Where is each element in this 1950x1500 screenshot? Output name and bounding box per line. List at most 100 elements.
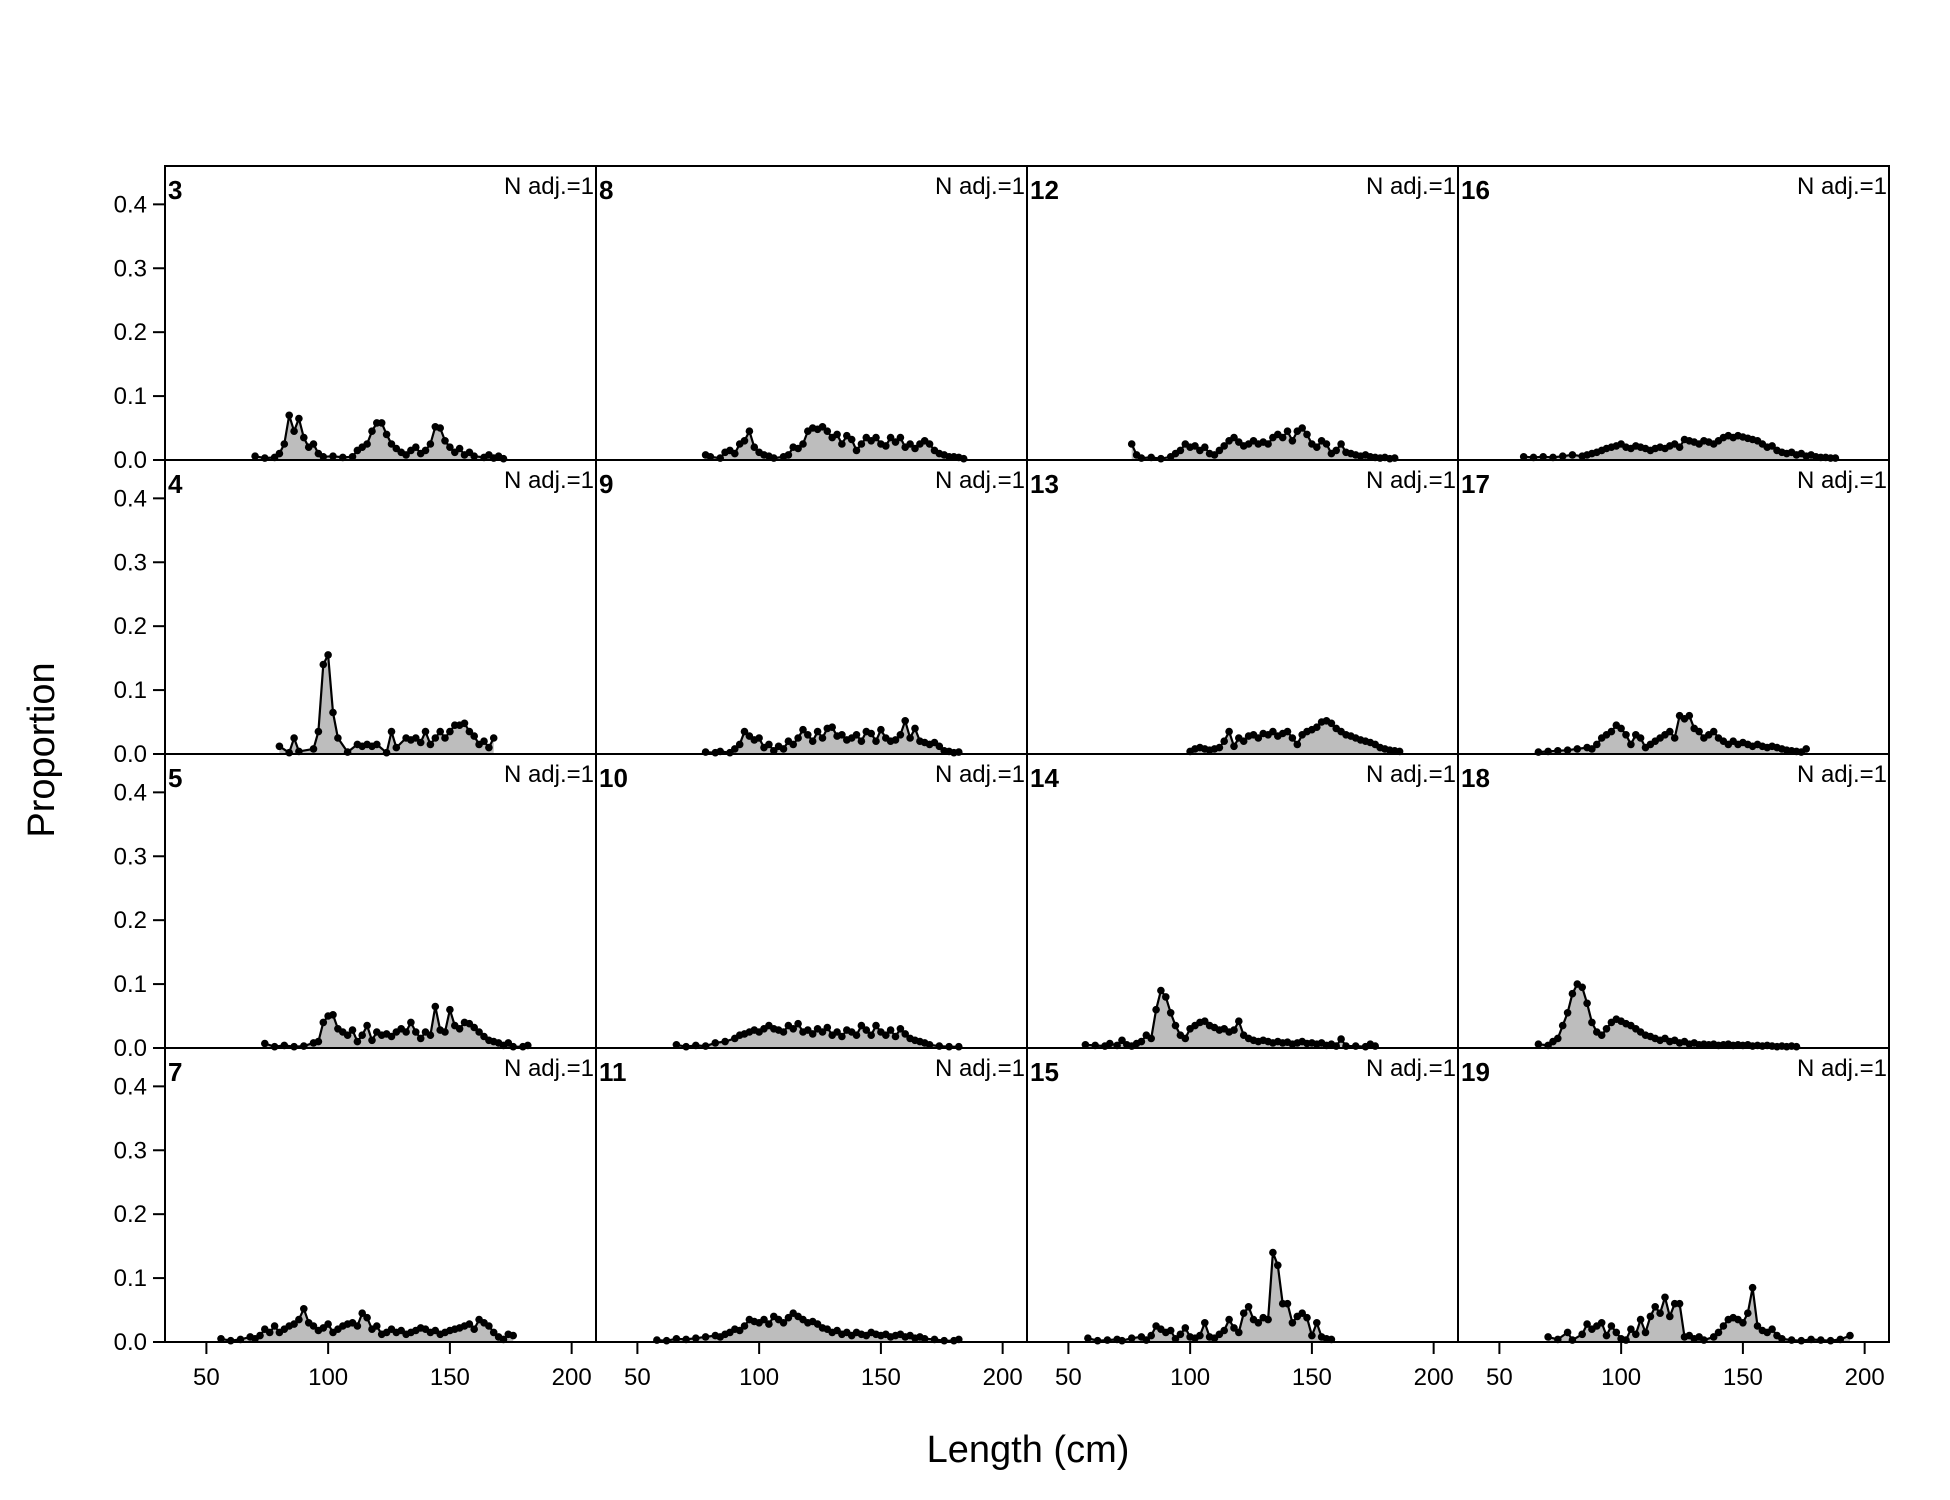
data-point <box>319 660 328 669</box>
data-point <box>412 1028 420 1036</box>
panel-label: 11 <box>599 1057 627 1087</box>
data-point <box>1607 727 1616 736</box>
data-point <box>1563 746 1572 754</box>
data-point <box>1563 1328 1572 1337</box>
data-point <box>1166 1326 1175 1335</box>
data-point <box>421 727 430 736</box>
data-point <box>1201 1319 1209 1327</box>
data-point <box>1753 1322 1762 1330</box>
data-point <box>295 414 303 423</box>
data-point <box>1578 983 1586 992</box>
data-point <box>833 430 841 439</box>
data-point <box>343 1031 352 1039</box>
data-point <box>1171 1021 1180 1030</box>
data-point <box>755 734 763 742</box>
panel-label: 13 <box>1030 469 1059 499</box>
data-point <box>1244 1303 1253 1311</box>
data-point <box>407 1018 415 1027</box>
data-point <box>911 444 919 453</box>
data-point <box>1283 727 1292 736</box>
x-tick-label: 200 <box>1845 1364 1885 1391</box>
data-point <box>509 1331 517 1340</box>
data-point <box>217 1335 225 1343</box>
data-point <box>455 444 464 453</box>
x-axis-title: Length (cm) <box>927 1429 1130 1471</box>
data-point <box>485 743 493 752</box>
data-point <box>745 427 754 436</box>
data-point <box>896 731 905 739</box>
distribution-area <box>705 426 964 460</box>
y-tick-label: 0.1 <box>114 677 147 704</box>
data-point <box>1744 1309 1752 1317</box>
distribution-line <box>254 414 504 460</box>
data-point <box>901 1030 909 1038</box>
data-point <box>1322 440 1331 448</box>
data-point <box>1719 1322 1728 1330</box>
n-adj-label: N adj.=1 <box>935 173 1025 200</box>
data-point <box>436 424 445 432</box>
y-tick-label: 0.3 <box>114 843 147 870</box>
data-point <box>1597 1031 1606 1039</box>
data-point <box>363 1021 371 1030</box>
data-point <box>441 437 449 445</box>
data-point <box>499 454 508 463</box>
data-point <box>1127 1334 1136 1342</box>
y-axis-title: Proportion <box>21 662 63 837</box>
distribution-area <box>279 654 494 754</box>
data-point <box>402 1028 410 1036</box>
data-point <box>470 1023 479 1032</box>
data-point <box>662 1336 671 1345</box>
data-point <box>847 435 856 444</box>
data-point <box>1563 1009 1572 1017</box>
data-point <box>319 1018 328 1027</box>
data-point <box>1225 727 1233 736</box>
data-point <box>1534 1040 1543 1048</box>
panel-label: 9 <box>599 469 613 499</box>
data-point <box>1201 443 1209 452</box>
data-point <box>1093 1336 1102 1345</box>
data-point <box>818 734 827 742</box>
data-point <box>1230 433 1238 442</box>
data-point <box>387 727 396 736</box>
data-point <box>270 1322 279 1330</box>
data-point <box>1778 1335 1786 1343</box>
data-point <box>1313 723 1321 731</box>
data-point <box>470 452 479 461</box>
data-point <box>402 451 410 459</box>
data-point <box>1568 989 1577 998</box>
data-point <box>1846 1331 1854 1340</box>
x-tick-label: 100 <box>739 1364 779 1391</box>
data-point <box>862 1026 871 1034</box>
data-point <box>721 1037 729 1046</box>
data-point <box>460 719 469 728</box>
data-point <box>672 1335 681 1343</box>
data-point <box>265 1328 274 1337</box>
data-point <box>818 1028 827 1036</box>
data-point <box>368 1036 376 1045</box>
data-point <box>872 737 880 745</box>
y-tick-label: 0.1 <box>114 383 147 410</box>
data-point <box>1695 727 1703 736</box>
y-tick-label: 0.0 <box>114 741 147 768</box>
data-point <box>1303 1313 1311 1322</box>
data-point <box>1137 1037 1146 1046</box>
data-point <box>412 443 420 452</box>
data-point <box>348 453 357 461</box>
data-point <box>1656 1309 1664 1317</box>
data-point <box>1568 451 1577 459</box>
data-point <box>441 734 449 742</box>
data-point <box>1709 727 1718 736</box>
data-point <box>353 1322 362 1330</box>
data-point <box>735 1326 744 1335</box>
data-point <box>901 717 909 725</box>
data-point <box>799 440 807 448</box>
data-point <box>808 1030 817 1038</box>
x-tick-label: 100 <box>308 1364 348 1391</box>
data-point <box>857 440 866 448</box>
y-tick-label: 0.4 <box>114 1073 147 1100</box>
x-tick-label: 50 <box>193 1364 220 1391</box>
data-point <box>1666 1312 1674 1321</box>
x-tick-label: 50 <box>1055 1364 1082 1391</box>
y-tick-label: 0.1 <box>114 1265 147 1292</box>
data-point <box>784 1313 793 1322</box>
